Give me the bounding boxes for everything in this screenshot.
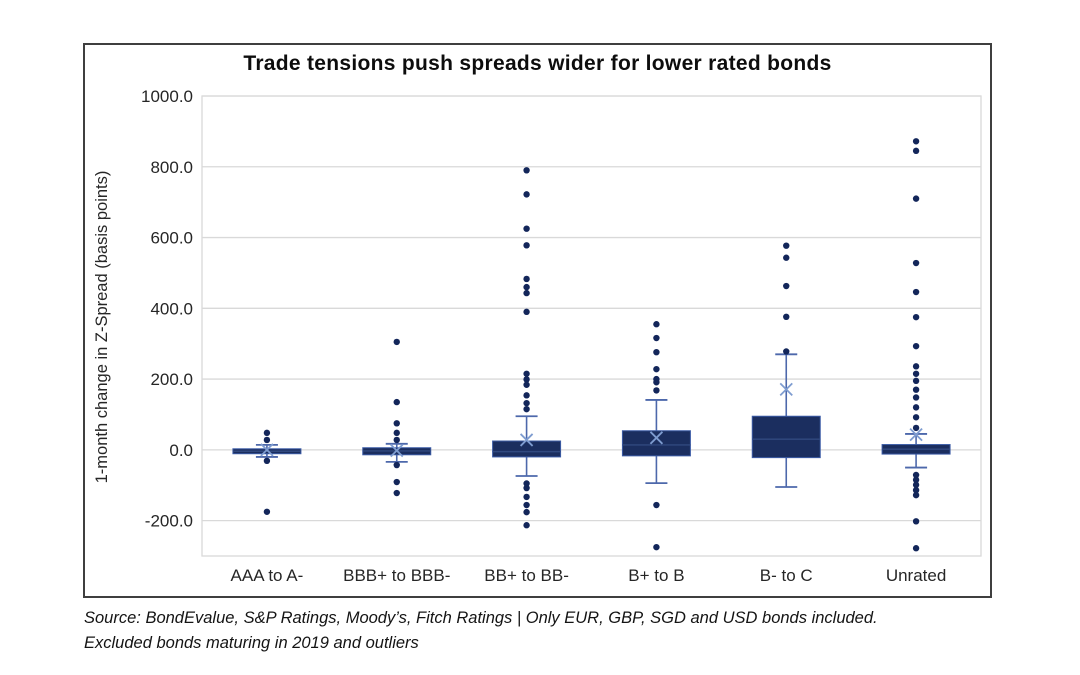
chart-title: Trade tensions push spreads wider for lo… (243, 52, 832, 75)
outlier-dot (912, 138, 920, 145)
outlier-dot (912, 424, 920, 432)
outlier-dot (653, 543, 660, 551)
outlier-dot (263, 508, 271, 515)
outlier-dot (783, 282, 790, 290)
outlier-dot (653, 334, 660, 342)
source-note-line1: Source: BondEvalue, S&P Ratings, Moody’s… (84, 609, 878, 627)
outlier-dot (523, 225, 530, 232)
outlier-dot (912, 404, 920, 411)
outlier-dot (393, 478, 400, 486)
box (492, 440, 562, 458)
outlier-dot (523, 501, 530, 509)
outlier-dot (783, 254, 790, 261)
outlier-dot (523, 308, 530, 316)
outlier-dot (912, 518, 920, 525)
outlier-dot (523, 370, 530, 377)
outlier-dot (653, 501, 660, 509)
outlier-dot (912, 313, 920, 321)
x-category-label: B+ to B (628, 566, 684, 585)
y-axis-title: 1-month change in Z-Spread (basis points… (93, 170, 111, 484)
outlier-dot (783, 348, 790, 355)
y-tick-label: 600.0 (150, 229, 193, 248)
outlier-dot (912, 370, 920, 377)
outlier-dot (523, 405, 530, 413)
mean-marker (390, 443, 404, 458)
y-tick-label: 200.0 (150, 370, 193, 389)
outlier-dot (393, 420, 400, 427)
outlier-dot (783, 313, 790, 320)
mean-marker (909, 427, 923, 442)
chart-frame: Trade tensions push spreads wider for lo… (83, 43, 992, 598)
outlier-dot (393, 436, 400, 444)
outlier-dot (912, 481, 920, 489)
mean-marker (260, 443, 274, 457)
outlier-dot (523, 381, 530, 388)
y-tick-label: 1000.0 (141, 87, 193, 106)
outlier-dot (653, 387, 660, 394)
x-category-label: Unrated (886, 566, 946, 585)
outlier-dot (783, 242, 790, 249)
outlier-dot (523, 275, 530, 283)
outlier-dot (523, 376, 530, 383)
outlier-dot (912, 195, 920, 202)
mean-marker (779, 382, 793, 396)
outlier-dot (912, 363, 920, 370)
outlier-dot (912, 471, 920, 479)
outlier-dot (912, 486, 920, 494)
source-note: Source: BondEvalue, S&P Ratings, Moody’s… (84, 606, 1024, 656)
outlier-dot (653, 321, 660, 328)
outlier-dot (523, 399, 530, 407)
outlier-dot (523, 522, 530, 529)
mean-marker (519, 433, 534, 447)
outlier-dot (912, 342, 920, 350)
outlier-dot (393, 461, 400, 469)
outlier-dot (912, 288, 920, 296)
y-tick-label: 0.0 (169, 441, 193, 460)
outlier-dot (523, 508, 530, 516)
outlier-dot (523, 242, 530, 249)
y-tick-label: -200.0 (145, 512, 193, 531)
outlier-dot (523, 480, 530, 487)
outlier-dot (912, 147, 920, 155)
y-tick-label: 800.0 (150, 158, 193, 177)
outlier-dot (523, 191, 530, 198)
mean-marker (649, 431, 664, 445)
outlier-dot (393, 338, 400, 346)
outlier-dot (523, 484, 530, 492)
outlier-dot (263, 436, 271, 444)
y-tick-label: 400.0 (150, 299, 193, 318)
outlier-dot (912, 377, 920, 385)
outlier-dot (263, 429, 271, 437)
outlier-dot (653, 379, 660, 386)
outlier-dot (912, 545, 920, 552)
outlier-dot (523, 283, 530, 291)
outlier-dot (653, 348, 660, 356)
x-category-label: AAA to A- (231, 566, 304, 585)
outlier-dot (912, 491, 920, 499)
box (751, 415, 821, 459)
outlier-dot (523, 289, 530, 297)
outlier-dot (393, 489, 400, 497)
outlier-dot (653, 365, 660, 373)
outlier-dot (912, 386, 920, 393)
outlier-dot (263, 457, 271, 465)
outlier-dot (912, 476, 920, 484)
plot-border (201, 95, 982, 557)
x-category-label: BBB+ to BBB- (343, 566, 450, 585)
outlier-dot (523, 392, 530, 399)
outlier-dot (912, 414, 920, 421)
outlier-dot (523, 493, 530, 501)
outlier-dot (393, 429, 400, 437)
x-category-label: B- to C (760, 566, 813, 585)
boxplot-svg: 1000.0 800.0 600.0 400.0 200.0 0.0 -200.0 AAA t… (141, 87, 982, 585)
outlier-dot (393, 398, 400, 406)
outlier-dot (912, 259, 920, 267)
outlier-dot (912, 394, 920, 401)
x-category-label: BB+ to BB- (484, 566, 569, 585)
outlier-dot (523, 167, 530, 174)
box (621, 430, 691, 457)
source-note-line2: Excluded bonds maturing in 2019 and outl… (84, 634, 419, 652)
